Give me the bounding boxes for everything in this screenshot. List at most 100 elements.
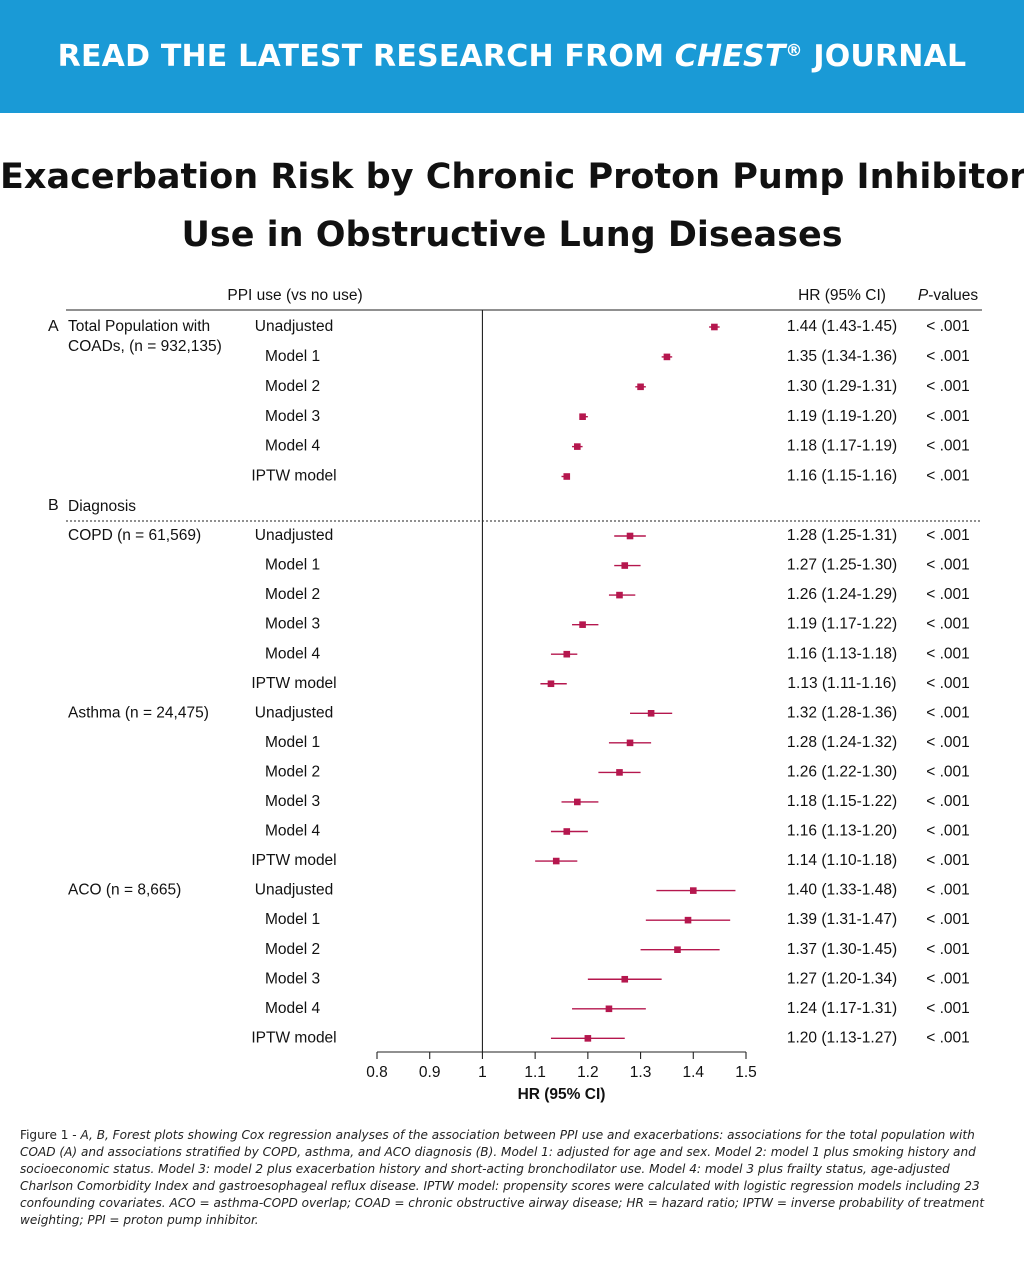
row-b3-2-point — [684, 916, 692, 924]
panel-a-letter: A — [48, 318, 59, 335]
row-a-4-hr-text: 1.19 (1.19-1.20) — [787, 408, 897, 425]
row-b3-4-point — [621, 975, 629, 983]
x-tick-label-3: 1 — [478, 1064, 487, 1081]
row-b1-6-point — [547, 680, 555, 688]
header-pvalues: P-values — [918, 287, 979, 304]
row-b1-3-hr-text: 1.26 (1.24-1.29) — [787, 586, 897, 603]
row-a-4-point — [579, 413, 586, 420]
row-b2-3-hr-text: 1.26 (1.22-1.30) — [787, 763, 897, 780]
x-tick-label-4: 1.1 — [524, 1064, 546, 1081]
row-b3-1-label: Unadjusted — [255, 882, 333, 899]
header-estimate: HR (95% CI) — [798, 287, 886, 304]
row-b3-6-pvalue: < .001 — [926, 1029, 970, 1046]
row-b1-2-point — [621, 562, 629, 569]
group-b3-label: ACO (n = 8,665) — [68, 882, 181, 899]
banner-text: READ THE LATEST RESEARCH FROM CHEST® JOU… — [57, 39, 967, 74]
row-a-2-pvalue: < .001 — [926, 348, 970, 365]
row-b2-2-label: Model 1 — [265, 734, 320, 751]
x-tick-label-8: 1.5 — [735, 1064, 757, 1081]
row-a-1-pvalue: < .001 — [926, 318, 970, 335]
forest-plot: PPI use (vs no use) HR (95% CI) P-values A T… — [48, 287, 982, 1103]
row-b1-6-pvalue: < .001 — [926, 675, 970, 692]
row-a-1-label: Unadjusted — [255, 318, 333, 335]
row-a-5-hr-text: 1.18 (1.17-1.19) — [787, 438, 897, 455]
row-b3-5-pvalue: < .001 — [926, 1000, 970, 1017]
row-a-2-hr-text: 1.35 (1.34-1.36) — [787, 348, 897, 365]
row-b3-3-label: Model 2 — [265, 941, 320, 958]
row-a-2-label: Model 1 — [265, 348, 320, 365]
row-b1-5-pvalue: < .001 — [926, 645, 970, 662]
row-a-1-point — [711, 323, 718, 331]
row-b1-6-hr-text: 1.13 (1.11-1.16) — [787, 675, 896, 692]
row-b1-1-pvalue: < .001 — [926, 527, 970, 544]
page-title-line-2: Use in Obstructive Lung Diseases — [181, 215, 843, 255]
panel-b-letter: B — [48, 497, 59, 514]
row-b2-5-label: Model 4 — [265, 823, 321, 840]
row-a-3-pvalue: < .001 — [926, 378, 970, 395]
row-b2-5-pvalue: < .001 — [926, 823, 970, 840]
x-axis-title: HR (95% CI) — [518, 1086, 606, 1103]
row-b3-6-point — [584, 1035, 592, 1042]
row-b2-6-label: IPTW model — [251, 852, 336, 869]
row-b3-2-label: Model 1 — [265, 911, 320, 928]
row-b1-1-point — [626, 532, 634, 540]
figure-caption: Figure 1 - A, B, Forest plots showing Co… — [20, 1127, 990, 1229]
header-comparison: PPI use (vs no use) — [227, 287, 362, 304]
group-b2-label: Asthma (n = 24,475) — [68, 704, 209, 721]
row-b3-1-hr-text: 1.40 (1.33-1.48) — [787, 882, 897, 899]
x-tick-label-6: 1.3 — [630, 1064, 652, 1081]
row-b2-1-point — [647, 710, 655, 717]
row-b1-3-label: Model 2 — [265, 586, 320, 603]
row-b1-4-point — [579, 621, 586, 628]
row-a-3-point — [637, 383, 644, 391]
row-b3-1-point — [689, 887, 697, 894]
row-b2-4-point — [574, 798, 581, 806]
row-b2-6-hr-text: 1.14 (1.10-1.18) — [787, 852, 897, 869]
row-b2-3-pvalue: < .001 — [926, 763, 970, 780]
row-a-5-point — [574, 443, 581, 450]
caption-body: A, B, Forest plots showing Cox regressio… — [20, 1128, 985, 1227]
row-b2-1-hr-text: 1.32 (1.28-1.36) — [787, 704, 897, 721]
row-b3-4-pvalue: < .001 — [926, 970, 970, 987]
group-total-label-1: Total Population with — [68, 318, 210, 335]
row-b2-5-hr-text: 1.16 (1.13-1.20) — [787, 823, 897, 840]
x-tick-label-7: 1.4 — [683, 1064, 705, 1081]
row-a-4-label: Model 3 — [265, 408, 320, 425]
page-title: Exacerbation Risk by Chronic Proton Pump… — [0, 148, 1024, 264]
row-b2-1-label: Unadjusted — [255, 704, 333, 721]
row-b1-2-label: Model 1 — [265, 557, 320, 574]
row-b2-3-label: Model 2 — [265, 763, 320, 780]
row-b1-5-hr-text: 1.16 (1.13-1.18) — [787, 645, 897, 662]
row-b2-2-hr-text: 1.28 (1.24-1.32) — [787, 734, 897, 751]
x-tick-label-2: 0.9 — [419, 1064, 441, 1081]
row-a-2-point — [663, 353, 671, 361]
row-b3-4-label: Model 3 — [265, 970, 320, 987]
row-b2-4-pvalue: < .001 — [926, 793, 970, 810]
row-b3-5-point — [605, 1005, 613, 1013]
row-a-1-hr-text: 1.44 (1.43-1.45) — [787, 318, 897, 335]
row-b2-3-point — [616, 769, 623, 776]
row-b3-5-label: Model 4 — [265, 1000, 321, 1017]
row-b1-4-pvalue: < .001 — [926, 616, 970, 633]
row-a-4-pvalue: < .001 — [926, 408, 970, 425]
row-b3-3-pvalue: < .001 — [926, 941, 970, 958]
row-b1-2-pvalue: < .001 — [926, 557, 970, 574]
row-b2-2-pvalue: < .001 — [926, 734, 970, 751]
panel-b-heading: Diagnosis — [68, 498, 136, 515]
row-b3-3-hr-text: 1.37 (1.30-1.45) — [787, 941, 897, 958]
row-b2-6-pvalue: < .001 — [926, 852, 970, 869]
row-a-6-label: IPTW model — [251, 468, 336, 485]
row-b1-5-label: Model 4 — [265, 645, 321, 662]
row-b3-5-hr-text: 1.24 (1.17-1.31) — [787, 1000, 897, 1017]
row-a-3-hr-text: 1.30 (1.29-1.31) — [787, 378, 897, 395]
row-b1-6-label: IPTW model — [251, 675, 336, 692]
page-title-line-1: Exacerbation Risk by Chronic Proton Pump… — [0, 157, 1024, 197]
row-b2-4-hr-text: 1.18 (1.15-1.22) — [787, 793, 897, 810]
row-b1-3-point — [616, 591, 623, 599]
row-b3-1-pvalue: < .001 — [926, 882, 970, 899]
row-b1-1-label: Unadjusted — [255, 527, 333, 544]
row-a-3-label: Model 2 — [265, 378, 320, 395]
row-a-6-hr-text: 1.16 (1.15-1.16) — [787, 468, 897, 485]
x-tick-label-1: 0.8 — [366, 1064, 388, 1081]
row-b1-4-hr-text: 1.19 (1.17-1.22) — [787, 616, 897, 633]
